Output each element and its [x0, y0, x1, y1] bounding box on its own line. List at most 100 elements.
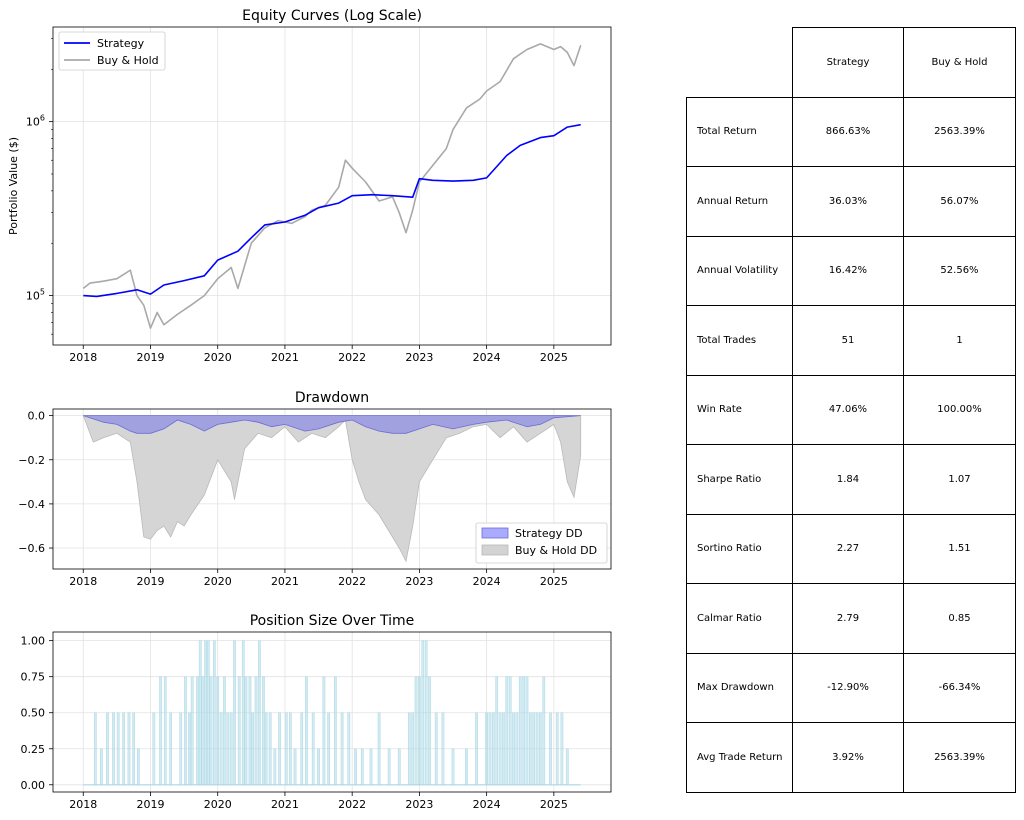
position-bar [360, 748, 364, 786]
position-size-chart: 2018 2019 2020 2021 2022 2023 2024 2025 0.00 0.25… [21, 613, 612, 811]
position-bar [418, 676, 421, 786]
position-bar [223, 676, 226, 786]
position-bar [100, 748, 103, 786]
position-bar [258, 640, 261, 786]
position-bar [502, 712, 505, 786]
x-tick-label: 2018 [69, 798, 97, 811]
position-bar [485, 712, 488, 786]
table-row: Sortino Ratio 2.27 1.51 [686, 513, 1016, 584]
legend-swatch [481, 544, 509, 556]
y-tick-label: 0.50 [21, 707, 46, 720]
metric-label: Max Drawdown [686, 652, 793, 723]
y-tick-base: 10 [26, 290, 40, 303]
buy-hold-value: 1 [903, 305, 1016, 376]
strategy-value: 2.79 [792, 583, 904, 654]
x-tick-label: 2020 [204, 351, 232, 364]
metric-label: Sharpe Ratio [686, 444, 793, 515]
position-bar [542, 676, 546, 786]
position-bar [518, 676, 522, 786]
position-bar [565, 748, 569, 786]
position-bar [262, 676, 265, 786]
strategy-value: 3.92% [792, 722, 904, 793]
position-bar [132, 712, 136, 786]
position-bar [284, 712, 288, 786]
position-bar [300, 712, 304, 786]
y-tick-label: 1.00 [21, 635, 46, 648]
position-bar [179, 712, 183, 786]
position-bar [106, 712, 109, 786]
x-tick-label: 2021 [271, 798, 299, 811]
strategy-value: 51 [792, 305, 904, 376]
plot-frame [52, 408, 612, 570]
position-bar [555, 712, 559, 786]
x-tick-label: 2023 [405, 351, 433, 364]
position-bar [264, 712, 268, 786]
position-bar [305, 676, 308, 786]
position-bar [491, 712, 495, 786]
position-bar [407, 712, 411, 786]
strategy-value: 47.06% [792, 374, 904, 445]
position-bar [528, 712, 532, 786]
drawdown-chart: 2018 2019 2020 2021 2022 2023 2024 2025 0.0 −0.2 −… [18, 390, 612, 588]
y-tick-label: 0.75 [21, 671, 46, 684]
position-bar [508, 676, 512, 786]
position-bar [212, 640, 216, 786]
position-bar [273, 748, 277, 786]
metrics-table: Strategy Buy & Hold Total Return 866.63% 2… [686, 27, 1016, 793]
position-bar [411, 712, 415, 786]
buy-hold-value: 56.07% [903, 166, 1016, 237]
buy-hold-value: 1.07 [903, 444, 1016, 515]
strategy-value: 866.63% [792, 96, 904, 167]
position-bar [428, 676, 431, 786]
position-bar [451, 748, 455, 786]
y-tick-label: 106 [26, 114, 45, 129]
x-tick-label: 2019 [136, 575, 164, 588]
legend-label: Strategy [97, 37, 145, 50]
y-tick-label: 0.00 [21, 779, 46, 792]
y-axis-label: Portfolio Value ($) [7, 137, 20, 235]
legend-label: Buy & Hold DD [515, 544, 597, 557]
series-buy-hold-line [82, 43, 582, 329]
position-bar [322, 676, 326, 786]
y-tick-label: 0.0 [28, 410, 46, 423]
position-bar [288, 712, 292, 786]
strategy-value: 36.03% [792, 166, 904, 237]
x-tick-label: 2025 [540, 575, 568, 588]
table-row: Total Trades 51 1 [686, 305, 1016, 376]
position-bar [293, 748, 297, 786]
table-row: Annual Return 36.03% 56.07% [686, 166, 1016, 237]
position-bar [112, 712, 115, 786]
position-bar [475, 712, 478, 786]
position-bar [233, 640, 236, 786]
buy-hold-value: 1.51 [903, 513, 1016, 584]
position-bar [198, 640, 202, 786]
position-bar [251, 712, 255, 786]
y-tick-label: −0.2 [18, 454, 45, 467]
series-strategy-dd-area [83, 415, 581, 434]
equity-chart: 2018 2019 2020 2021 2022 2023 2024 2025105106Eq… [7, 8, 612, 364]
position-bar [560, 712, 564, 786]
metric-label: Total Return [686, 96, 793, 167]
position-bar [498, 712, 502, 786]
x-tick-label: 2020 [204, 575, 232, 588]
y-tick-label: 0.25 [21, 743, 46, 756]
position-bar [204, 640, 207, 786]
position-bar [229, 712, 233, 786]
position-bar [387, 748, 391, 786]
position-bar [152, 712, 156, 786]
x-tick-label: 2025 [540, 798, 568, 811]
legend-label: Buy & Hold [97, 54, 159, 67]
position-bar [201, 676, 205, 786]
plot-frame [52, 631, 612, 793]
y-tick-label: 105 [26, 288, 45, 303]
buy-hold-value: 2563.39% [903, 96, 1016, 167]
position-bar [347, 712, 351, 786]
position-bar [163, 676, 167, 786]
legend: Strategy DD Buy & Hold DD [475, 522, 608, 564]
table-row: Win Rate 47.06% 100.00% [686, 374, 1016, 445]
plot-frame [52, 26, 612, 346]
buy-hold-value: 0.85 [903, 583, 1016, 654]
table-row: Calmar Ratio 2.79 0.85 [686, 583, 1016, 654]
legend-box [475, 522, 608, 564]
